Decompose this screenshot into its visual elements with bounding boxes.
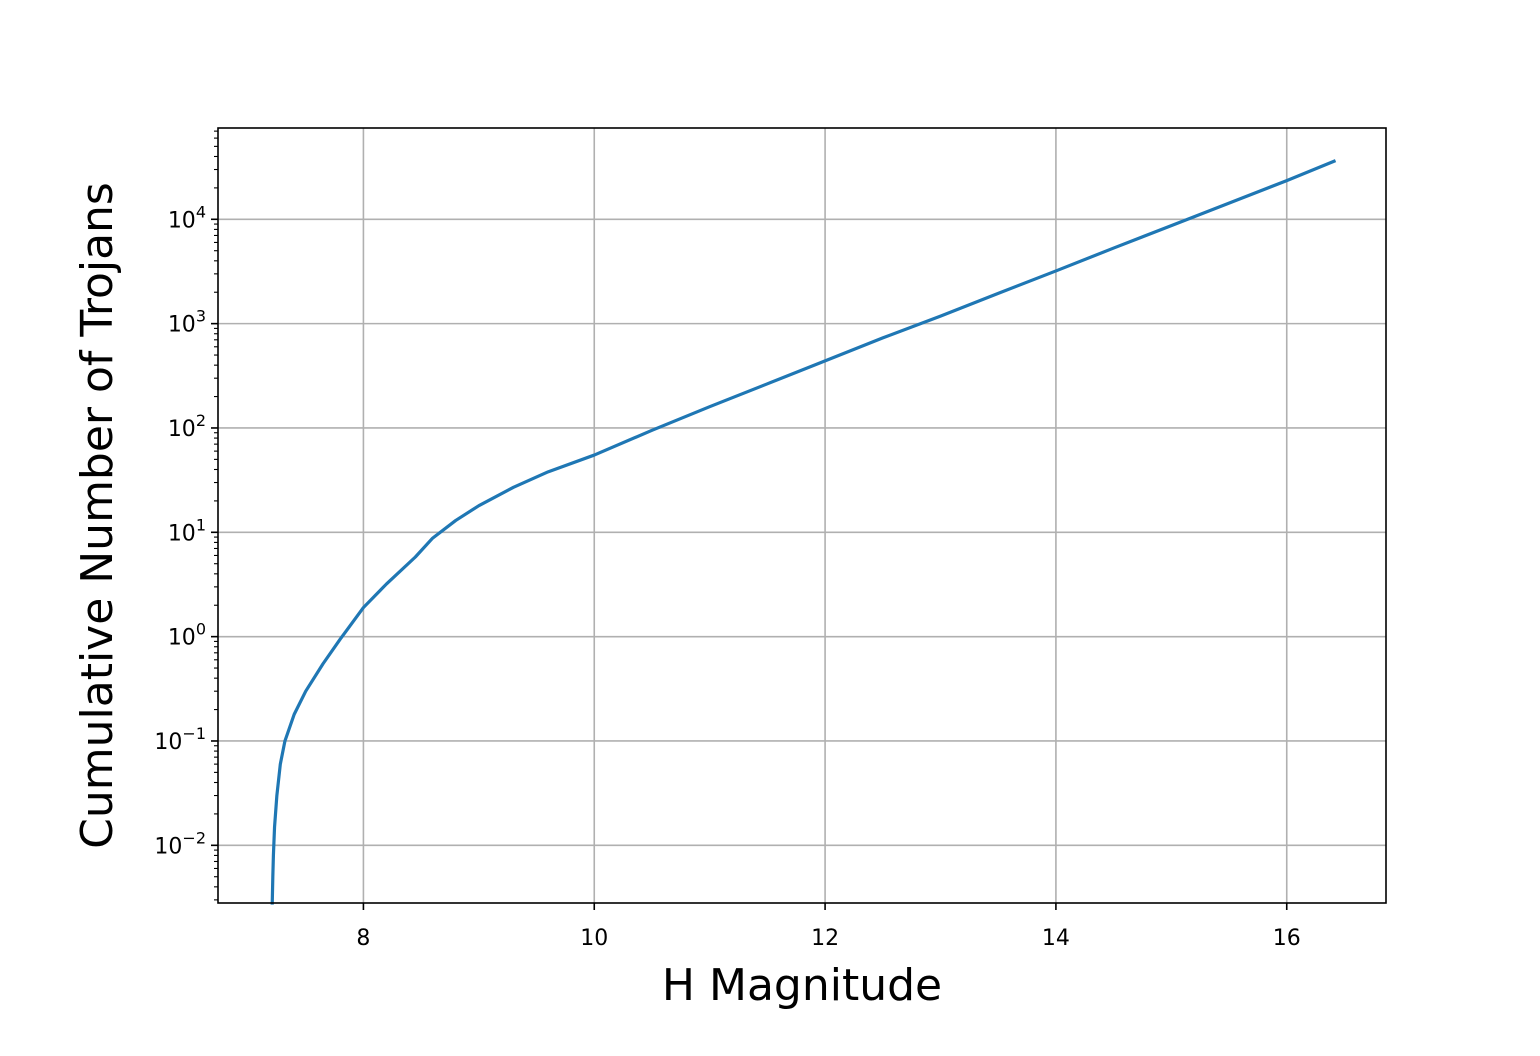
y-tick-base: 10	[154, 834, 182, 859]
y-tick-base: 10	[168, 208, 196, 233]
x-axis: 8 10 12 14 16	[356, 903, 1301, 951]
y-tick-exponent: −1	[182, 724, 206, 743]
series-group	[270, 159, 1337, 905]
y-tick-label: 10−2	[154, 828, 206, 859]
y-tick-exponent: 3	[196, 307, 206, 326]
x-tick-label: 12	[811, 926, 839, 951]
plot-area	[218, 128, 1386, 903]
x-tick-label: 14	[1042, 926, 1070, 951]
x-axis-title: H Magnitude	[662, 960, 942, 1011]
series-line	[270, 159, 1337, 905]
x-tick-label: 8	[356, 926, 370, 951]
y-tick-base: 10	[168, 417, 196, 442]
y-tick-label: 10−1	[154, 724, 206, 755]
plot-frame	[217, 127, 1387, 904]
y-tick-exponent: −2	[182, 828, 206, 847]
y-axis-title: Cumulative Number of Trojans	[72, 182, 123, 849]
y-tick-exponent: 4	[196, 202, 206, 221]
x-tick-label: 10	[580, 926, 608, 951]
y-tick-base: 10	[168, 313, 196, 338]
grid	[218, 128, 1386, 903]
y-tick-exponent: 2	[196, 411, 206, 430]
y-tick-exponent: 0	[196, 620, 206, 639]
y-tick-base: 10	[168, 521, 196, 546]
y-tick-label: 101	[168, 515, 206, 546]
y-tick-label: 100	[168, 620, 206, 651]
y-tick-base: 10	[154, 730, 182, 755]
x-tick-label: 16	[1273, 926, 1301, 951]
y-tick-label: 102	[168, 411, 206, 442]
y-tick-exponent: 1	[196, 515, 206, 534]
y-tick-base: 10	[168, 626, 196, 651]
y-tick-label: 104	[168, 202, 206, 233]
y-tick-label: 103	[168, 307, 206, 338]
